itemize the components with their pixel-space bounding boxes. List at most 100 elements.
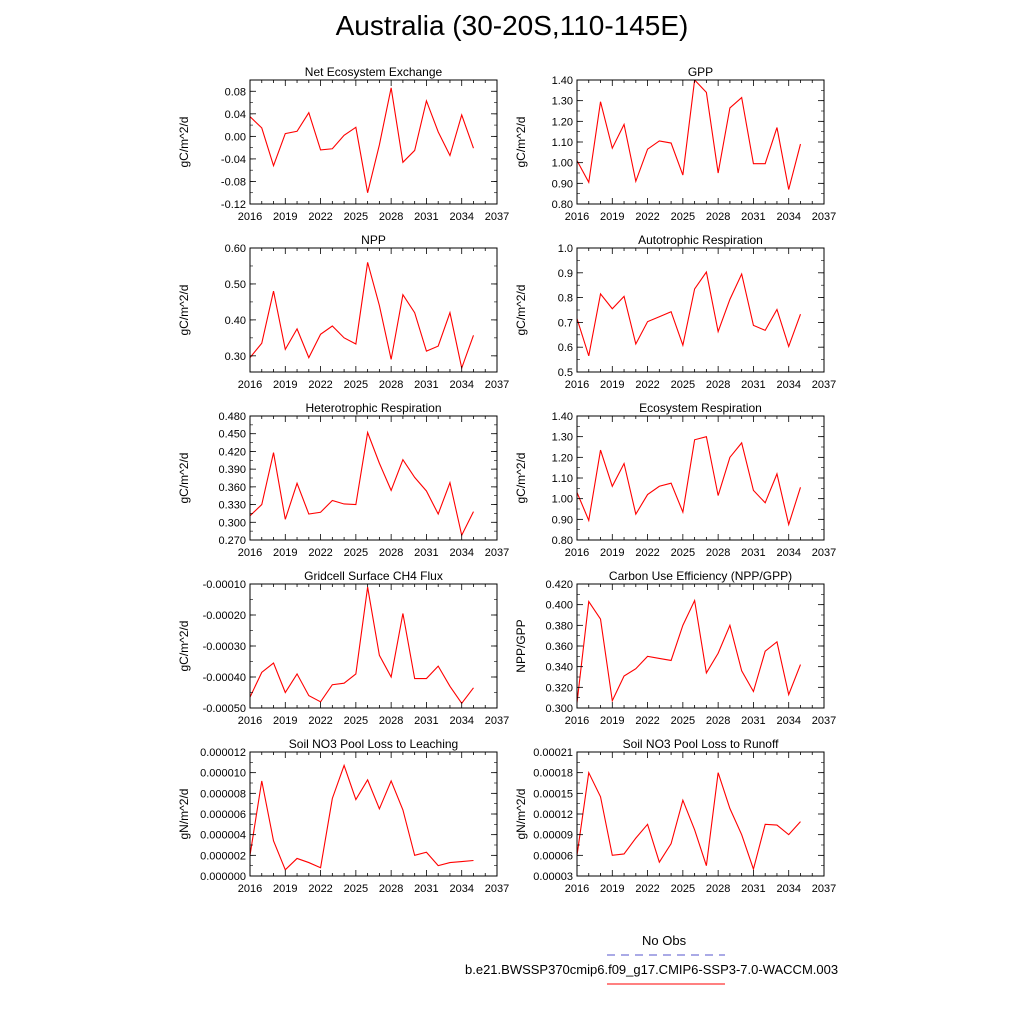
y-tick-label: -0.00050 — [203, 703, 246, 715]
y-axis-label: gN/m^2/d — [514, 789, 528, 840]
x-tick-label: 2037 — [485, 715, 509, 727]
x-tick-label: 2034 — [776, 211, 800, 223]
x-tick-label: 2022 — [308, 547, 332, 559]
x-tick-label: 2016 — [565, 379, 589, 391]
y-tick-label: 0.30 — [225, 351, 246, 363]
y-tick-label: 0.380 — [545, 620, 573, 632]
series-line — [250, 262, 474, 371]
y-tick-label: 0.00009 — [533, 830, 573, 842]
plot-frame — [249, 79, 498, 205]
x-tick-label: 2025 — [671, 547, 695, 559]
x-tick-label: 2019 — [273, 715, 297, 727]
y-tick-label: 1.00 — [552, 494, 573, 506]
plot-frame — [576, 415, 825, 541]
y-tick-label: 0.00018 — [533, 768, 573, 780]
legend-obs-label: No Obs — [642, 933, 687, 948]
y-tick-label: 0.00006 — [533, 850, 573, 862]
series-line — [250, 763, 474, 871]
x-tick-label: 2028 — [706, 211, 730, 223]
x-tick-label: 2034 — [776, 547, 800, 559]
x-tick-label: 2016 — [238, 211, 262, 223]
y-tick-label: 0.400 — [545, 600, 573, 612]
series-line — [577, 435, 802, 527]
x-tick-label: 2031 — [741, 211, 765, 223]
y-tick-label: 0.330 — [218, 500, 246, 512]
y-tick-label: 0.360 — [545, 641, 573, 653]
y-axis-label: gC/m^2/d — [177, 621, 191, 672]
y-axis-label: gN/m^2/d — [177, 789, 191, 840]
y-tick-label: 1.20 — [552, 452, 573, 464]
y-axis-label: gC/m^2/d — [177, 285, 191, 336]
x-tick-label: 2028 — [706, 883, 730, 895]
x-tick-label: 2028 — [706, 547, 730, 559]
y-tick-label: 0.000006 — [200, 809, 246, 821]
x-tick-label: 2016 — [565, 715, 589, 727]
y-tick-label: 0.300 — [218, 517, 246, 529]
x-tick-label: 2034 — [449, 883, 473, 895]
y-tick-label: 1.0 — [558, 243, 573, 255]
chart-6: 2016 2019 2022 2025 2028 2031 2034 2037 0.80 0.90… — [514, 401, 836, 559]
y-tick-label: 0.480 — [218, 411, 246, 423]
x-tick-label: 2034 — [449, 715, 473, 727]
series-line — [577, 80, 802, 190]
y-tick-label: 1.00 — [552, 158, 573, 170]
x-tick-label: 2034 — [776, 379, 800, 391]
plot-frame — [576, 247, 825, 373]
chart-title: Gridcell Surface CH4 Flux — [304, 569, 443, 583]
x-tick-label: 2031 — [414, 211, 438, 223]
y-tick-label: 1.40 — [552, 411, 573, 423]
x-tick-label: 2031 — [741, 715, 765, 727]
y-tick-label: 0.60 — [225, 243, 246, 255]
x-tick-label: 2022 — [635, 883, 659, 895]
x-tick-label: 2034 — [449, 547, 473, 559]
x-tick-label: 2031 — [414, 547, 438, 559]
chart-5: 2016 2019 2022 2025 2028 2031 2034 2037 0.270 0.3… — [177, 401, 509, 559]
x-tick-label: 2037 — [485, 547, 509, 559]
series-line — [577, 598, 801, 705]
chart-title: Autotrophic Respiration — [638, 233, 763, 247]
chart-4: 2016 2019 2022 2025 2028 2031 2034 2037 0.5 0.6 0.… — [514, 233, 836, 391]
plot-frame — [576, 79, 825, 205]
y-tick-label: -0.00010 — [203, 579, 246, 591]
x-tick-label: 2028 — [379, 883, 403, 895]
chart-title: Carbon Use Efficiency (NPP/GPP) — [609, 569, 792, 583]
y-tick-label: 0.00021 — [533, 747, 573, 759]
x-tick-label: 2016 — [238, 379, 262, 391]
y-tick-label: 0.5 — [558, 367, 573, 379]
y-tick-label: 0.000008 — [200, 788, 246, 800]
y-tick-label: 0.80 — [552, 535, 573, 547]
chart-8: 2016 2019 2022 2025 2028 2031 2034 2037 0.300 0.3… — [514, 569, 836, 727]
y-tick-label: -0.12 — [221, 199, 246, 211]
y-tick-label: 0.000012 — [200, 747, 246, 759]
x-tick-label: 2037 — [812, 715, 836, 727]
y-axis-label: gC/m^2/d — [514, 285, 528, 336]
x-tick-label: 2028 — [379, 547, 403, 559]
x-tick-label: 2022 — [635, 379, 659, 391]
x-tick-label: 2019 — [600, 211, 624, 223]
y-tick-label: 0.04 — [225, 109, 246, 121]
y-tick-label: 0.000004 — [200, 830, 246, 842]
x-tick-label: 2031 — [414, 715, 438, 727]
chart-7: 2016 2019 2022 2025 2028 2031 2034 2037 -0.00050… — [177, 569, 509, 727]
chart-9: 2016 2019 2022 2025 2028 2031 2034 2037 0.000000… — [177, 737, 509, 895]
plot-frame — [249, 415, 498, 541]
x-tick-label: 2037 — [812, 211, 836, 223]
chart-10: 2016 2019 2022 2025 2028 2031 2034 2037 0.00003 0… — [514, 737, 836, 895]
y-tick-label: 0.08 — [225, 86, 246, 98]
x-tick-label: 2037 — [812, 379, 836, 391]
y-axis-label: gC/m^2/d — [514, 453, 528, 504]
x-tick-label: 2034 — [776, 715, 800, 727]
x-tick-label: 2028 — [706, 379, 730, 391]
x-tick-label: 2016 — [238, 883, 262, 895]
x-tick-label: 2025 — [344, 379, 368, 391]
y-tick-label: 1.30 — [552, 432, 573, 444]
x-tick-label: 2022 — [308, 715, 332, 727]
y-tick-label: 0.00003 — [533, 871, 573, 883]
x-tick-label: 2034 — [449, 379, 473, 391]
x-tick-label: 2031 — [741, 883, 765, 895]
y-tick-label: 1.40 — [552, 75, 573, 87]
x-tick-label: 2025 — [671, 211, 695, 223]
x-tick-label: 2019 — [600, 379, 624, 391]
x-tick-label: 2025 — [671, 883, 695, 895]
